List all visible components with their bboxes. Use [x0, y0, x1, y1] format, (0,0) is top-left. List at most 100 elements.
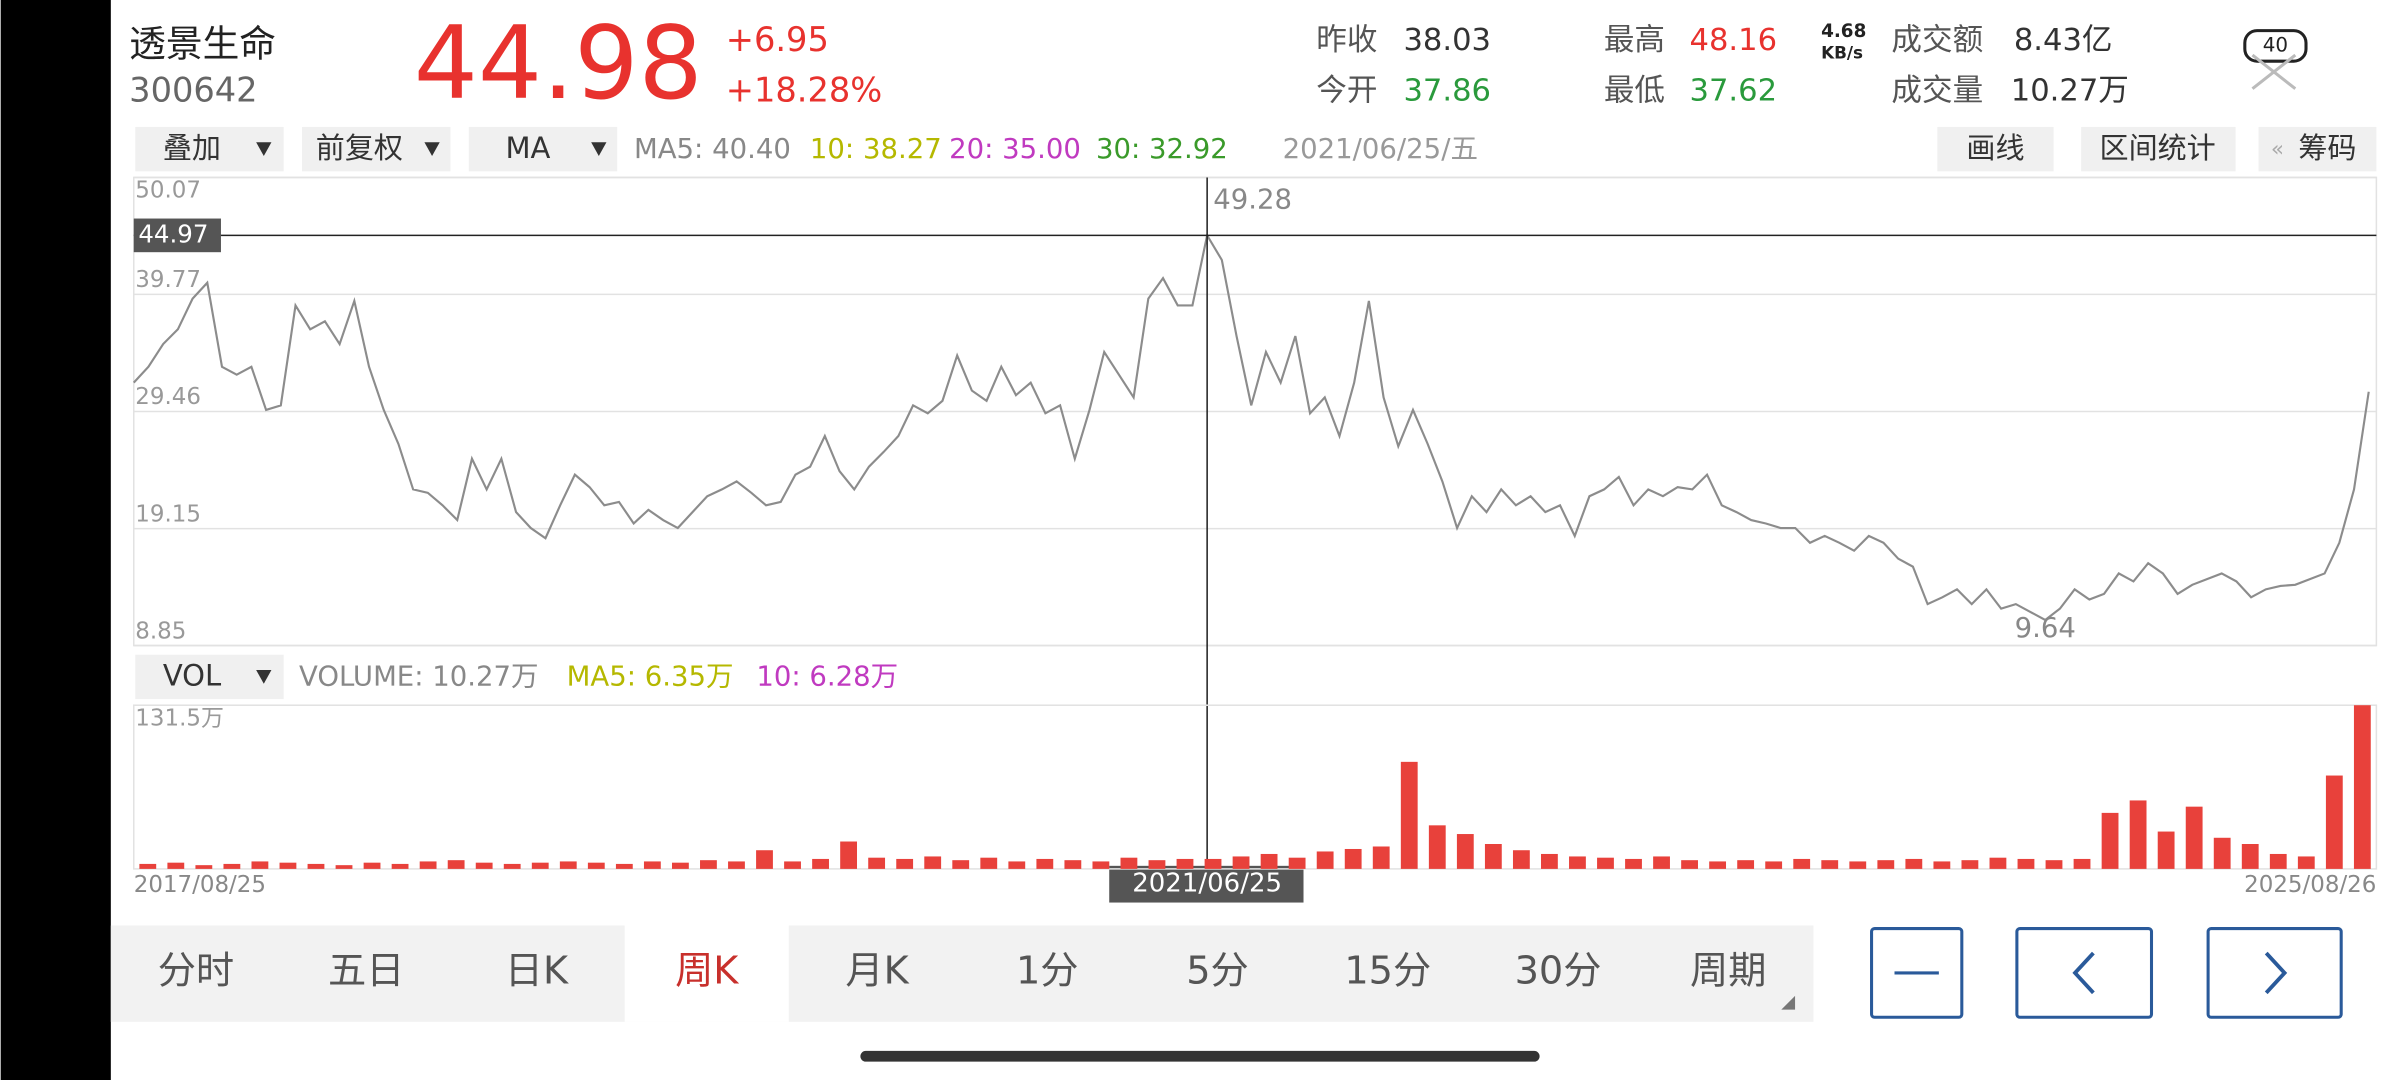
stat-value: 37.62: [1690, 73, 1778, 108]
y-tick-label: 50.07: [135, 178, 201, 204]
close-icon[interactable]: [2251, 53, 2297, 90]
price-chart: 8.85 19.15 29.46 39.77 50.07 44.97 49.28 9.64 20…: [132, 176, 2378, 903]
range-label[interactable]: 区间统计: [2100, 131, 2216, 165]
volume-ma10: 10: 6.28万: [756, 661, 898, 693]
volume-bar: [559, 861, 577, 869]
stat-label: 成交量: [1891, 73, 1983, 108]
ma-value: MA5: 40.40: [634, 133, 791, 165]
next-button[interactable]: [2206, 927, 2343, 1019]
dropdown-arrow: [424, 142, 440, 157]
volume-bar: [1036, 858, 1054, 869]
tab[interactable]: 30分: [1515, 949, 1602, 993]
volume-bar: [924, 856, 942, 869]
tab[interactable]: 月K: [845, 949, 909, 993]
volume-bar: [952, 860, 970, 869]
adjust-button[interactable]: [302, 126, 451, 172]
volume-bar: [1681, 860, 1698, 869]
volume-bar: [2017, 858, 2035, 869]
vol-label[interactable]: VOL: [163, 659, 222, 693]
volume-bar: [2185, 806, 2203, 869]
chips-arrow: «: [2271, 137, 2284, 162]
volume-bar: [1653, 856, 1670, 869]
cursor-date-bg: [1109, 865, 1304, 903]
volume-bar: [1372, 846, 1390, 869]
adjust-label[interactable]: 前复权: [316, 131, 403, 165]
volume-bar: [1512, 850, 1530, 869]
crosshair-label-bg: [133, 218, 221, 253]
volume-bar: [1428, 825, 1446, 869]
volume-bar: [279, 862, 297, 869]
volume-bar: [1288, 857, 1306, 869]
ma-value: 10: 38.27: [810, 133, 942, 165]
tab[interactable]: 周K: [675, 949, 739, 993]
dropdown-arrow: [591, 142, 607, 157]
volume-bar: [671, 862, 689, 869]
volume-bar: [363, 862, 381, 869]
tab[interactable]: 日K: [505, 949, 569, 993]
y-tick-label: 29.46: [135, 384, 201, 410]
y-tick-label: 8.85: [135, 618, 186, 644]
chips-label[interactable]: 筹码: [2298, 131, 2356, 165]
volume-bar: [756, 850, 773, 869]
tab[interactable]: 15分: [1344, 949, 1431, 993]
volume-bar: [1877, 860, 1895, 869]
volume-bar: [2157, 831, 2175, 869]
volume-bar: [139, 863, 157, 869]
range-button[interactable]: [2081, 126, 2236, 172]
volume-bar: [307, 863, 325, 869]
tab-bar: [110, 925, 1814, 1022]
volume-bar: [2269, 853, 2287, 869]
volume-bar: [1092, 861, 1110, 869]
volume-bar: [615, 863, 633, 869]
chips-button[interactable]: [2258, 126, 2377, 172]
start-date: 2017/08/25: [134, 872, 266, 898]
tab[interactable]: 5分: [1186, 949, 1249, 993]
volume-bar: [1569, 856, 1586, 869]
stat-label: 昨收: [1316, 23, 1377, 58]
high-label: 49.28: [1213, 183, 1292, 215]
draw-label[interactable]: 画线: [1966, 131, 2024, 165]
prev-button[interactable]: [2015, 927, 2154, 1019]
volume-bar: [1316, 851, 1334, 869]
change-pct: +18.28%: [726, 70, 882, 109]
volume-bar: [1597, 857, 1614, 869]
stat-label: 最低: [1604, 73, 1665, 108]
vol-button[interactable]: [135, 654, 284, 700]
volume-bar: [1849, 861, 1867, 869]
stat-label: 成交额: [1891, 23, 1983, 58]
tab[interactable]: 1分: [1016, 949, 1079, 993]
volume-bar: [1821, 860, 1839, 869]
volume-bar: [223, 863, 241, 869]
volume-bar: [2045, 860, 2063, 869]
draw-button[interactable]: [1937, 126, 2054, 172]
y-tick-label: 39.77: [135, 267, 201, 293]
volume-bar: [1793, 858, 1811, 869]
prev-icon: [2072, 951, 2095, 995]
indicator-button[interactable]: [468, 126, 618, 172]
crosshair-label: 44.97: [138, 219, 208, 248]
tab[interactable]: 周期: [1690, 949, 1766, 993]
volume-bar: [1961, 860, 1979, 869]
stat-value: 37.86: [1403, 73, 1491, 108]
volume-bar: [2129, 800, 2147, 869]
stat-value: 38.03: [1403, 23, 1491, 58]
price-line: [132, 232, 2370, 622]
tab[interactable]: 五日: [328, 949, 404, 993]
battery-level: 40: [2263, 33, 2288, 56]
tab[interactable]: 分时: [158, 949, 234, 993]
volume-bar: [812, 858, 829, 869]
volume-bar: [419, 861, 437, 869]
volume-bar: [784, 861, 801, 869]
volume-bar: [447, 860, 465, 869]
volume-bar: [1344, 848, 1362, 869]
volume-bar: [1541, 853, 1558, 869]
overlay-button[interactable]: [135, 126, 284, 172]
volume-chart: 131.5万: [133, 704, 2378, 870]
home-indicator: [860, 1050, 1540, 1062]
volume-bar: [1008, 861, 1026, 869]
volume-bar: [2073, 858, 2091, 869]
volume-bar: [1232, 856, 1250, 869]
indicator-label[interactable]: MA: [505, 131, 550, 165]
volume-bar: [1400, 761, 1418, 869]
overlay-label[interactable]: 叠加: [163, 131, 221, 165]
